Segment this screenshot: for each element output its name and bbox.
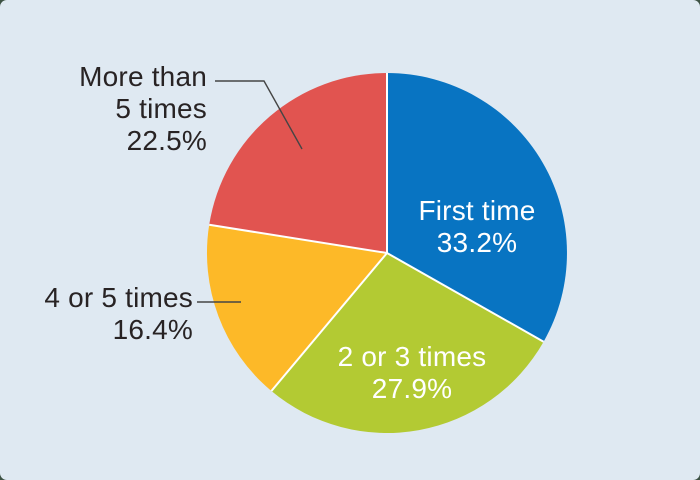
slice-label-more-than-5-times: More than 5 times 22.5% (79, 61, 207, 157)
slice-label-percent: 16.4% (112, 314, 193, 345)
slice-label-2-or-3-times: 2 or 3 times 27.9% (338, 341, 487, 405)
slice-label-text-line2: 5 times (115, 93, 207, 124)
slice-label-text-line1: More than (79, 61, 207, 92)
slice-separators-group (209, 73, 545, 392)
pie-slice-4-or-5-times (206, 224, 387, 391)
pie-slices-group (206, 72, 567, 434)
slice-label-4-or-5-times: 4 or 5 times 16.4% (44, 282, 193, 346)
slice-label-percent: 27.9% (371, 373, 453, 404)
slice-label-text: First time (418, 195, 536, 226)
slice-separator (386, 252, 545, 343)
leader-line-more-than-5-times (215, 80, 303, 150)
pie-slice-more-than-5-times (209, 72, 387, 253)
pie-slice-first-time (387, 73, 567, 342)
slice-label-percent: 33.2% (436, 227, 518, 258)
slice-separator (270, 252, 388, 392)
slice-label-percent: 22.5% (126, 125, 207, 156)
slice-label-text: 2 or 3 times (337, 341, 487, 372)
slice-label-text: 4 or 5 times (44, 282, 193, 313)
slice-separator (209, 223, 388, 254)
pie-slice-2-or-3-times (271, 253, 544, 434)
slice-label-first-time: First time 33.2% (418, 195, 535, 259)
